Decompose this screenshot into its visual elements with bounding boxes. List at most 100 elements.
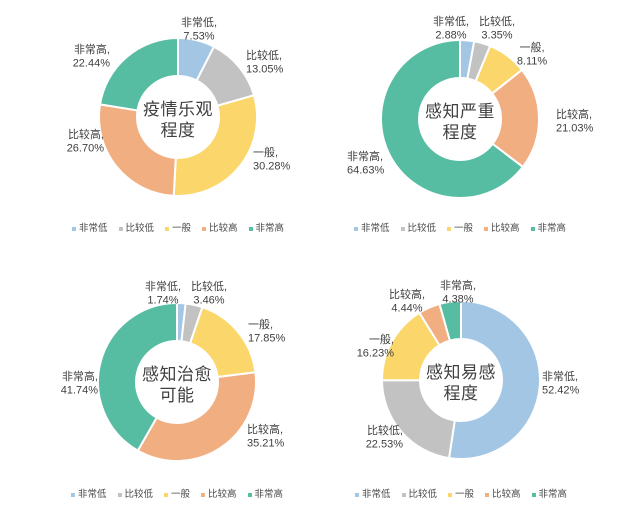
legend-epidemic-optimism: 非常低 比较低 一般 比较高 非常高 (71, 223, 285, 235)
slice-label-category: 比较低, (246, 48, 282, 62)
slice-label-percent: 35.21% (247, 438, 285, 450)
slice-label-category: 比较高, (68, 127, 104, 141)
slice-label-percent: 2.88% (435, 30, 466, 42)
legend-label: 一般 (453, 223, 474, 234)
slice-label-percent: 22.44% (73, 58, 111, 70)
chart-center-title: 程度 (444, 384, 479, 403)
slice-label-percent: 13.05% (246, 64, 284, 76)
legend-label: 非常高 (254, 489, 284, 500)
legend-label: 非常低 (360, 223, 390, 234)
legend-label: 比较低 (408, 489, 437, 500)
legend-label: 比较低 (124, 489, 153, 500)
legend-label: 非常低 (77, 489, 107, 500)
slice-label-category: 非常低, (181, 16, 217, 29)
slice-label-category: 比较低, (367, 423, 403, 437)
slice-label-category: 比较高, (556, 107, 592, 121)
legend-marker-swatch (530, 227, 535, 231)
legend-item: 非常高 (530, 223, 566, 235)
slice-label-percent: 4.38% (442, 294, 473, 306)
legend-item: 非常高 (531, 489, 568, 501)
legend-item: 比较低 (117, 489, 153, 501)
legend-item: 比较高 (202, 223, 238, 235)
legend-label: 一般 (454, 489, 475, 500)
legend-marker-swatch (70, 493, 75, 497)
slice-label-category: 非常低, (542, 370, 578, 383)
donut-chart-perceived-susceptibility: 非常低, 52.42% 比较低, 22.53% 一般, 16.23% 比较高, 4.44% 非常… (357, 278, 580, 460)
donut-slice (381, 379, 456, 460)
legend-item: 非常低 (70, 489, 107, 501)
slice-label-category: 非常高, (440, 278, 476, 292)
legend-marker-swatch (163, 493, 168, 497)
legend-perceived-severity: 非常低 比较低 一般 比较高 非常高 (353, 223, 566, 235)
legend-marker-swatch (201, 493, 206, 497)
legend-item: 比较高 (484, 223, 520, 235)
legend-label: 一般 (170, 489, 191, 500)
legend-label: 比较高 (209, 223, 238, 234)
slice-label-category: 非常低, (145, 280, 181, 293)
legend-item: 比较低 (401, 489, 437, 501)
chart-panel-perceived-susceptibility: 非常低, 52.42% 比较低, 22.53% 一般, 16.23% 比较高, 4.44% 非常… (310, 262, 620, 524)
slice-label-percent: 21.03% (556, 123, 594, 135)
donut-slice (136, 371, 257, 462)
legend-item: 比较低 (400, 223, 436, 235)
slice-label-percent: 17.85% (248, 333, 286, 345)
donut-chart-perceived-severity: 非常低, 2.88% 比较低, 3.35% 一般, 8.11% 比较高, 21.03% 非常高,… (347, 14, 594, 199)
chart-center-title: 感知治愈 (142, 365, 212, 384)
legend-marker-swatch (401, 493, 406, 497)
legend-label: 比较高 (492, 489, 521, 500)
legend-item: 一般 (164, 223, 191, 235)
donut-slice (99, 37, 179, 112)
legend-label: 非常低 (361, 489, 391, 500)
donut-chart-epidemic-optimism: 非常低, 7.53% 比较低, 13.05% 一般, 30.28% 比较高, 26.70% 非常… (67, 16, 291, 197)
legend-label: 非常高 (538, 489, 568, 500)
slice-label-percent: 1.74% (147, 295, 178, 307)
legend-marker-swatch (353, 227, 358, 231)
slice-label-percent: 7.53% (183, 31, 214, 43)
donut-slice (448, 300, 541, 460)
slice-label-percent: 16.23% (357, 348, 395, 360)
legend-item: 非常低 (354, 489, 391, 501)
legend-marker-swatch (447, 493, 452, 497)
slice-label-category: 一般, (253, 146, 278, 159)
legend-item: 比较高 (201, 489, 237, 501)
slice-label-category: 一般, (519, 41, 544, 54)
legend-marker-swatch (484, 227, 489, 231)
slice-label-category: 非常低, (433, 15, 469, 28)
legend-label: 比较高 (208, 489, 237, 500)
slice-label-percent: 30.28% (253, 161, 291, 173)
slice-label-percent: 3.35% (481, 30, 512, 42)
slice-label-category: 比较高, (247, 422, 283, 436)
slice-label-category: 比较低, (479, 14, 515, 28)
slice-label-category: 非常高, (74, 42, 110, 56)
legend-label: 比较低 (125, 223, 154, 234)
legend-label: 非常高 (255, 223, 285, 234)
chart-center-title: 程度 (443, 123, 478, 142)
chart-center-title: 感知易感 (426, 363, 496, 382)
legend-marker-swatch (202, 227, 207, 231)
chart-panel-perceived-curability: 非常低, 1.74% 比较低, 3.46% 一般, 17.85% 比较高, 35.21% 非常高… (0, 262, 310, 524)
slice-label-category: 一般, (369, 333, 394, 346)
chart-panel-perceived-severity: 非常低, 2.88% 比较低, 3.35% 一般, 8.11% 比较高, 21.03% 非常高,… (310, 0, 620, 262)
legend-label: 比较高 (491, 223, 520, 234)
donut-chart-perceived-curability: 非常低, 1.74% 比较低, 3.46% 一般, 17.85% 比较高, 35.21% 非常高… (61, 279, 286, 462)
legend-marker-swatch (354, 493, 359, 497)
legend-marker-swatch (247, 493, 252, 497)
legend-item: 一般 (447, 489, 475, 501)
legend-marker-swatch (164, 227, 169, 231)
legend-marker-swatch (248, 227, 253, 231)
donut-slice (98, 103, 177, 197)
chart-center-title: 疫情乐观 (143, 100, 213, 119)
legend-marker-swatch (446, 227, 451, 231)
slice-label-percent: 52.42% (542, 385, 580, 397)
slice-label-percent: 64.63% (347, 165, 385, 177)
slice-label-percent: 26.70% (67, 143, 105, 155)
legend-item: 非常低 (353, 223, 390, 235)
legend-marker-swatch (531, 493, 536, 497)
legend-item: 一般 (446, 223, 474, 235)
legend-marker-swatch (400, 227, 405, 231)
legend-item: 非常低 (71, 223, 108, 235)
legend-marker-swatch (118, 227, 123, 231)
legend-label: 非常低 (78, 223, 108, 234)
legend-marker-swatch (485, 493, 490, 497)
